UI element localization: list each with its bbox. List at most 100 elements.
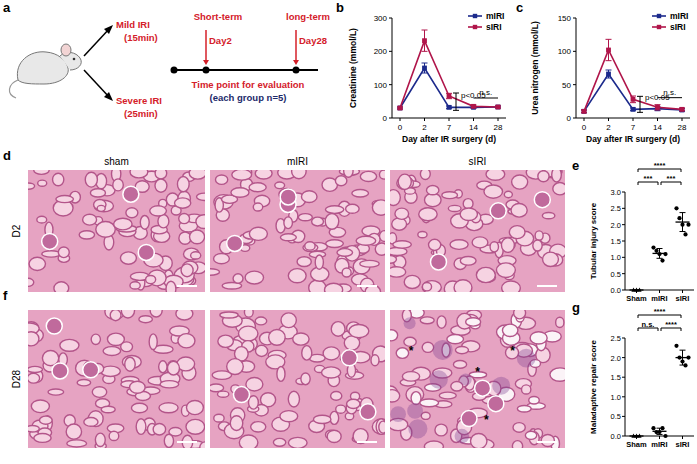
- tubule: [380, 231, 385, 242]
- tubule: [402, 372, 419, 382]
- tubule: [420, 317, 434, 324]
- tubule: [379, 421, 385, 433]
- tubule: [53, 173, 64, 185]
- sd-bar: [657, 249, 663, 259]
- marker: [660, 259, 664, 263]
- y-tick-label: 1.5: [611, 373, 621, 382]
- tubule: [245, 271, 263, 284]
- tubule: [455, 346, 468, 353]
- y-tick: [622, 208, 625, 209]
- tubule: [305, 242, 315, 250]
- tubule: [326, 240, 344, 248]
- glomerulus: [83, 362, 99, 378]
- tubule: [246, 377, 263, 391]
- tubule: [496, 263, 515, 278]
- mouse-ear: [61, 44, 71, 56]
- tubule: [390, 390, 400, 402]
- tubule: [512, 175, 528, 189]
- x-tick-label: mIRI: [651, 294, 667, 303]
- y-tick-label: 150: [558, 14, 572, 23]
- error-bar: [446, 93, 452, 98]
- tubule: [360, 260, 379, 267]
- x-tick: [473, 118, 474, 121]
- tissue-background: [390, 310, 565, 448]
- caption: Time point for evaluation: [192, 79, 305, 90]
- tubule: [398, 174, 411, 189]
- tubule: [429, 239, 441, 250]
- marker: [496, 105, 501, 110]
- marker: [398, 106, 403, 111]
- tubule: [149, 334, 157, 350]
- series-line: [400, 41, 498, 108]
- y-tick: [573, 84, 576, 85]
- series-line: [400, 68, 498, 108]
- y-tick-label: 1.0: [611, 393, 621, 402]
- y-tick: [622, 224, 625, 225]
- tubule: [273, 438, 285, 446]
- tubule: [280, 234, 296, 241]
- infiltrate: [390, 406, 406, 422]
- tubule: [238, 326, 257, 341]
- glomerulus: [280, 189, 296, 205]
- tubule: [255, 317, 266, 325]
- x-tick-label: mIRI: [651, 440, 667, 449]
- y-tick-label: 0: [567, 114, 572, 123]
- tubule: [392, 218, 407, 230]
- y-tick-label: 2.0: [611, 354, 621, 363]
- tubule: [186, 400, 203, 414]
- tubule: [37, 216, 47, 223]
- tubule: [200, 442, 205, 448]
- infiltrate: [455, 429, 470, 444]
- tissue-background: [390, 170, 565, 292]
- marker: [398, 106, 403, 111]
- annotation-bracket: [658, 97, 683, 98]
- y-tick: [622, 436, 625, 437]
- tubule: [490, 242, 498, 252]
- tubule: [130, 282, 140, 289]
- tubule: [460, 256, 476, 265]
- tubule: [376, 419, 385, 435]
- micrograph: [210, 170, 385, 292]
- y-tick: [622, 338, 625, 339]
- panel-label: d: [3, 148, 11, 163]
- tubule: [535, 231, 543, 240]
- x-tick: [657, 118, 658, 121]
- glomerulus: [123, 186, 139, 202]
- glomerulus: [534, 192, 550, 208]
- legend-marker: [657, 14, 661, 18]
- arrow: [84, 28, 110, 56]
- y-axis-label: Maladaptive repair score: [589, 340, 598, 434]
- tubule: [215, 175, 227, 184]
- sd-cap: [680, 231, 686, 232]
- row-label: D2: [11, 224, 22, 237]
- marker: [606, 72, 611, 77]
- tubule: [325, 206, 343, 214]
- sd-cap: [657, 434, 663, 435]
- tubule: [176, 310, 193, 320]
- group-label: Mild IRI: [116, 19, 150, 30]
- column-heading: mIRI: [287, 156, 308, 167]
- arrow: [205, 30, 207, 61]
- asterisk: *: [409, 344, 414, 358]
- y-tick: [622, 357, 625, 358]
- tubule: [231, 188, 249, 197]
- note: (each group n=5): [210, 92, 287, 103]
- marker: [686, 223, 690, 227]
- tubule: [110, 310, 121, 321]
- tubule: [460, 208, 477, 221]
- tubule: [256, 345, 268, 356]
- error-bar: [606, 70, 612, 78]
- tubule: [513, 423, 525, 433]
- y-tick: [622, 396, 625, 397]
- tubule: [218, 335, 234, 347]
- tubule: [393, 241, 411, 248]
- y-tick-label: 2.5: [611, 334, 621, 343]
- marker: [677, 216, 681, 220]
- error-bar: [655, 105, 661, 110]
- line-chart: b01002003000271428Day after IR surgery (…: [336, 0, 506, 144]
- glomerulus: [360, 404, 376, 420]
- y-tick: [622, 257, 625, 258]
- error-bar: [422, 63, 428, 73]
- sd-cap: [680, 350, 686, 351]
- y-tick: [622, 416, 625, 417]
